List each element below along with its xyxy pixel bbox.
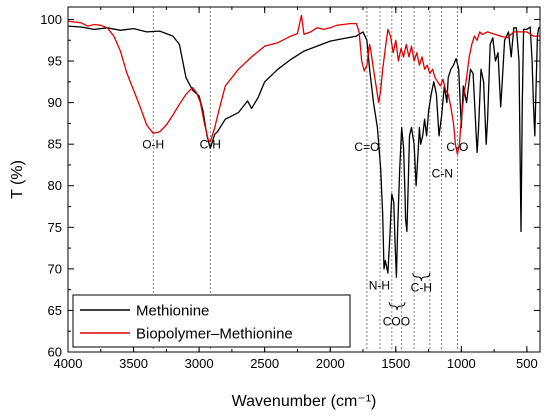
band-label: O-H <box>142 137 164 151</box>
x-tick-label: 2000 <box>316 356 345 371</box>
series-line-biopolymer-methionine <box>67 14 540 155</box>
band-label: C-H <box>200 137 221 151</box>
y-tick-label: 85 <box>48 137 62 152</box>
legend: Methionine Biopolymer–Methionine <box>72 294 351 348</box>
y-tick-label: 65 <box>48 303 62 318</box>
x-tick-label: 500 <box>516 356 538 371</box>
y-axis-label: T (%) <box>9 160 26 199</box>
band-label: COO <box>383 314 410 328</box>
x-axis: 4000 3500 3000 2500 2000 1500 1000 500 <box>54 7 538 371</box>
band-label: N-H <box>369 279 390 293</box>
x-axis-label: Wavenumber (cm⁻¹) <box>232 393 377 410</box>
x-tick-label: 3000 <box>185 356 214 371</box>
brace <box>412 272 431 282</box>
legend-box <box>72 294 351 348</box>
y-tick-label: 90 <box>48 95 62 110</box>
y-tick-label: 100 <box>40 12 62 27</box>
x-tick-label: 1000 <box>447 356 476 371</box>
series-lines <box>67 14 540 278</box>
legend-label: Biopolymer–Methionine <box>136 326 293 343</box>
band-annotations: O-H C-H C=O N-H COO C-H C-N C-O <box>142 137 468 328</box>
y-tick-label: 60 <box>48 345 62 360</box>
legend-label: Methionine <box>136 303 209 320</box>
plot-frame <box>67 6 541 353</box>
brace <box>388 302 406 311</box>
band-label: C-O <box>446 140 468 154</box>
band-label: C-N <box>432 166 453 180</box>
x-tick-label: 4000 <box>54 356 83 371</box>
y-tick-label: 95 <box>48 54 62 69</box>
y-tick-label: 70 <box>48 261 62 276</box>
y-tick-label: 80 <box>48 178 62 193</box>
y-tick-label: 75 <box>48 220 62 235</box>
y-axis: 60 65 70 75 80 85 90 95 100 <box>40 12 540 360</box>
x-tick-label: 2500 <box>250 356 279 371</box>
band-label: C=O <box>354 140 379 154</box>
band-label: C-H <box>411 280 432 294</box>
x-tick-label: 3500 <box>119 356 148 371</box>
x-tick-label: 1500 <box>381 356 410 371</box>
series-line-methionine <box>67 25 540 278</box>
